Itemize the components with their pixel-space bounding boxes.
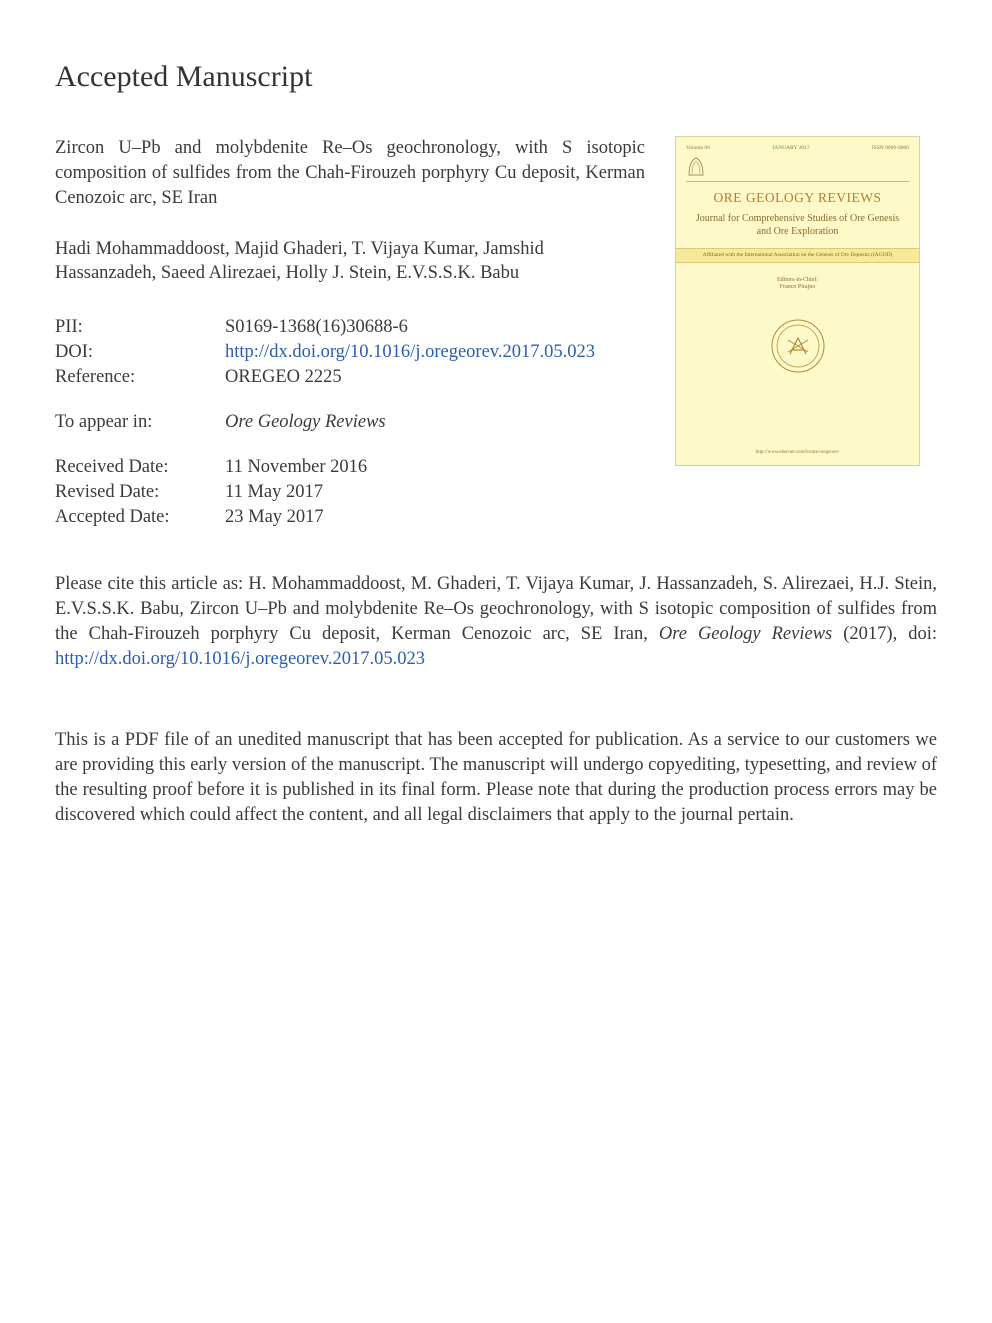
top-row: Zircon U–Pb and molybdenite Re–Os geochr… xyxy=(55,136,937,528)
metadata-grid: PII: S0169-1368(16)30688-6 DOI: http://d… xyxy=(55,317,645,528)
doi-value: http://dx.doi.org/10.1016/j.oregeorev.20… xyxy=(225,342,645,363)
cover-seal-icon xyxy=(770,318,826,374)
citation-doi-link[interactable]: http://dx.doi.org/10.1016/j.oregeorev.20… xyxy=(55,649,425,669)
revised-date-value: 11 May 2017 xyxy=(225,482,645,503)
reference-label: Reference: xyxy=(55,367,225,388)
article-title: Zircon U–Pb and molybdenite Re–Os geochr… xyxy=(55,136,645,211)
doi-link[interactable]: http://dx.doi.org/10.1016/j.oregeorev.20… xyxy=(225,342,595,362)
disclaimer-text: This is a PDF file of an unedited manusc… xyxy=(55,728,937,828)
cover-journal-title: ORE GEOLOGY REVIEWS xyxy=(676,190,919,206)
citation-journal: Ore Geology Reviews xyxy=(659,624,832,644)
citation-year: (2017), doi: xyxy=(832,624,937,644)
cover-volume: Volume 00 xyxy=(686,145,710,151)
cover-editors-names: Franco Pirajno xyxy=(676,284,919,292)
cover-bottom-text: http://www.elsevier.com/locate/oregeorev xyxy=(676,450,919,455)
received-date-value: 11 November 2016 xyxy=(225,457,645,478)
received-date-label: Received Date: xyxy=(55,457,225,478)
accepted-date-label: Accepted Date: xyxy=(55,507,225,528)
cover-date: JANUARY 2017 xyxy=(772,145,810,151)
cover-issn: ISSN 0000-0000 xyxy=(872,145,909,151)
cover-divider xyxy=(686,181,909,182)
pii-value: S0169-1368(16)30688-6 xyxy=(225,317,645,338)
doi-label: DOI: xyxy=(55,342,225,363)
authors-list: Hadi Mohammaddoost, Majid Ghaderi, T. Vi… xyxy=(55,237,645,285)
spacer xyxy=(55,392,645,408)
left-column: Zircon U–Pb and molybdenite Re–Os geochr… xyxy=(55,136,645,528)
revised-date-label: Revised Date: xyxy=(55,482,225,503)
appear-in-value: Ore Geology Reviews xyxy=(225,412,645,433)
cover-editors-label: Editors-in-Chief: xyxy=(676,277,919,285)
accepted-date-value: 23 May 2017 xyxy=(225,507,645,528)
cover-editors: Editors-in-Chief: Franco Pirajno xyxy=(676,277,919,293)
page-title: Accepted Manuscript xyxy=(55,60,937,94)
elsevier-logo-icon: ELSEVIER xyxy=(686,155,706,177)
reference-value: OREGEO 2225 xyxy=(225,367,645,388)
citation-text: Please cite this article as: H. Mohammad… xyxy=(55,572,937,672)
svg-text:ELSEVIER: ELSEVIER xyxy=(690,176,704,177)
pii-label: PII: xyxy=(55,317,225,338)
appear-in-label: To appear in: xyxy=(55,412,225,433)
spacer xyxy=(55,437,645,453)
cover-subtitle: Journal for Comprehensive Studies of Ore… xyxy=(676,212,919,238)
cover-affiliation-band: Affiliated with the International Associ… xyxy=(676,248,919,263)
journal-cover: Volume 00 JANUARY 2017 ISSN 0000-0000 EL… xyxy=(675,136,920,466)
cover-topbar: Volume 00 JANUARY 2017 ISSN 0000-0000 xyxy=(676,137,919,157)
